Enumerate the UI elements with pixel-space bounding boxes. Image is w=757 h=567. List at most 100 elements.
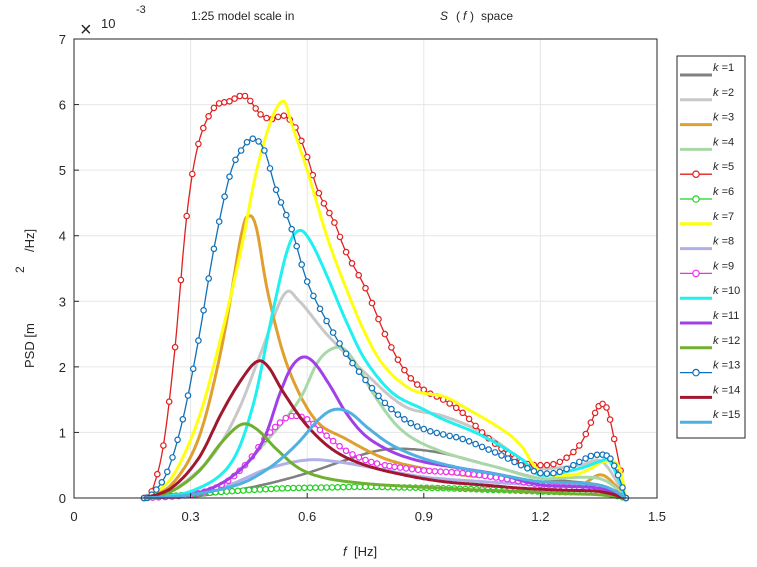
series-marker — [381, 330, 389, 338]
series-marker — [396, 464, 404, 471]
x-tick-label: 0.3 — [182, 509, 200, 524]
series-marker — [530, 467, 538, 475]
series-marker — [171, 343, 179, 351]
series-marker — [563, 454, 570, 462]
series-marker — [472, 440, 479, 448]
series-marker — [205, 275, 213, 282]
series-marker — [356, 483, 364, 491]
series-marker — [329, 437, 337, 445]
series-marker — [272, 186, 280, 194]
series-marker — [274, 113, 282, 121]
series-k11 — [143, 355, 627, 500]
series-k13 — [140, 135, 630, 502]
x-tick-label: 0.9 — [415, 509, 433, 524]
series-marker — [459, 435, 467, 443]
series-marker — [301, 484, 308, 492]
series-marker — [342, 447, 350, 455]
series-line — [143, 407, 627, 500]
series-marker — [282, 211, 290, 219]
y-tick-label: 6 — [59, 98, 66, 113]
series-marker — [614, 471, 622, 479]
series-line — [143, 355, 627, 500]
legend-item-k14: k =14 — [680, 384, 740, 399]
series-marker — [368, 384, 376, 392]
legend-label: k =8 — [713, 236, 734, 248]
series-marker — [351, 483, 358, 491]
series-marker — [234, 487, 242, 495]
series-marker — [582, 430, 590, 438]
legend-label: k =4 — [713, 136, 734, 148]
series-marker — [355, 271, 363, 279]
series-marker — [255, 138, 262, 145]
series-marker — [453, 469, 461, 476]
legend-label: k =14 — [713, 384, 740, 396]
series-marker — [537, 461, 544, 469]
series-marker — [240, 487, 247, 494]
series-marker — [420, 425, 428, 433]
series-marker — [247, 97, 254, 105]
series-marker — [165, 398, 173, 406]
legend-item-k2: k =2 — [680, 87, 734, 102]
series-marker — [306, 484, 314, 492]
series-marker — [388, 405, 395, 413]
series-marker — [282, 414, 290, 422]
series-marker — [375, 392, 382, 400]
y-tick-label: 3 — [59, 294, 66, 309]
series-marker — [446, 432, 454, 440]
legend-label: k =10 — [713, 285, 740, 297]
series-marker — [582, 455, 589, 462]
legend-item-k1: k =1 — [680, 62, 734, 77]
series-marker — [610, 462, 618, 470]
series-marker — [599, 400, 606, 408]
series-marker — [323, 432, 330, 440]
series-marker — [256, 486, 264, 493]
series-marker — [317, 484, 325, 491]
grid-lines — [74, 39, 657, 498]
series-marker — [362, 456, 369, 464]
series-marker — [289, 484, 297, 492]
series-marker — [465, 415, 473, 423]
series-marker — [280, 112, 288, 120]
legend-marker — [692, 269, 700, 278]
series-marker — [355, 368, 363, 376]
series-marker — [342, 248, 350, 256]
y-tick-label: 5 — [59, 163, 66, 178]
series-marker — [303, 278, 311, 285]
legend-label: k =11 — [713, 310, 739, 322]
series-marker — [464, 470, 472, 478]
series-marker — [478, 443, 486, 451]
series-marker — [472, 422, 479, 430]
series-marker — [303, 415, 311, 423]
series-marker — [563, 465, 570, 473]
legend-box — [676, 55, 746, 439]
series-marker — [407, 419, 415, 427]
series-marker — [439, 431, 447, 438]
series-marker — [587, 452, 595, 460]
series-marker — [437, 468, 444, 475]
series-marker — [323, 484, 330, 491]
series-marker — [228, 487, 236, 495]
series-marker — [273, 485, 281, 492]
series-marker — [316, 305, 324, 313]
series-marker — [550, 469, 557, 477]
series-marker — [237, 147, 245, 154]
series-marker — [160, 442, 167, 449]
plot-background — [74, 39, 657, 498]
x-tick-label: 0.6 — [298, 509, 316, 524]
series-marker — [570, 448, 577, 456]
series-marker — [402, 465, 410, 472]
legend-label: k =7 — [713, 211, 734, 223]
series-marker — [326, 209, 333, 217]
legend-item-k15: k =15 — [680, 409, 740, 424]
series-marker — [243, 138, 251, 146]
series-line — [143, 422, 627, 500]
series-marker — [401, 415, 408, 423]
series-marker — [276, 419, 284, 426]
series-k14 — [143, 359, 627, 500]
series-marker — [210, 104, 218, 112]
series-marker — [394, 356, 402, 364]
series-marker — [603, 404, 610, 411]
series-marker — [226, 173, 233, 181]
series-layer — [140, 92, 630, 502]
y-tick-label: 0 — [59, 491, 66, 506]
